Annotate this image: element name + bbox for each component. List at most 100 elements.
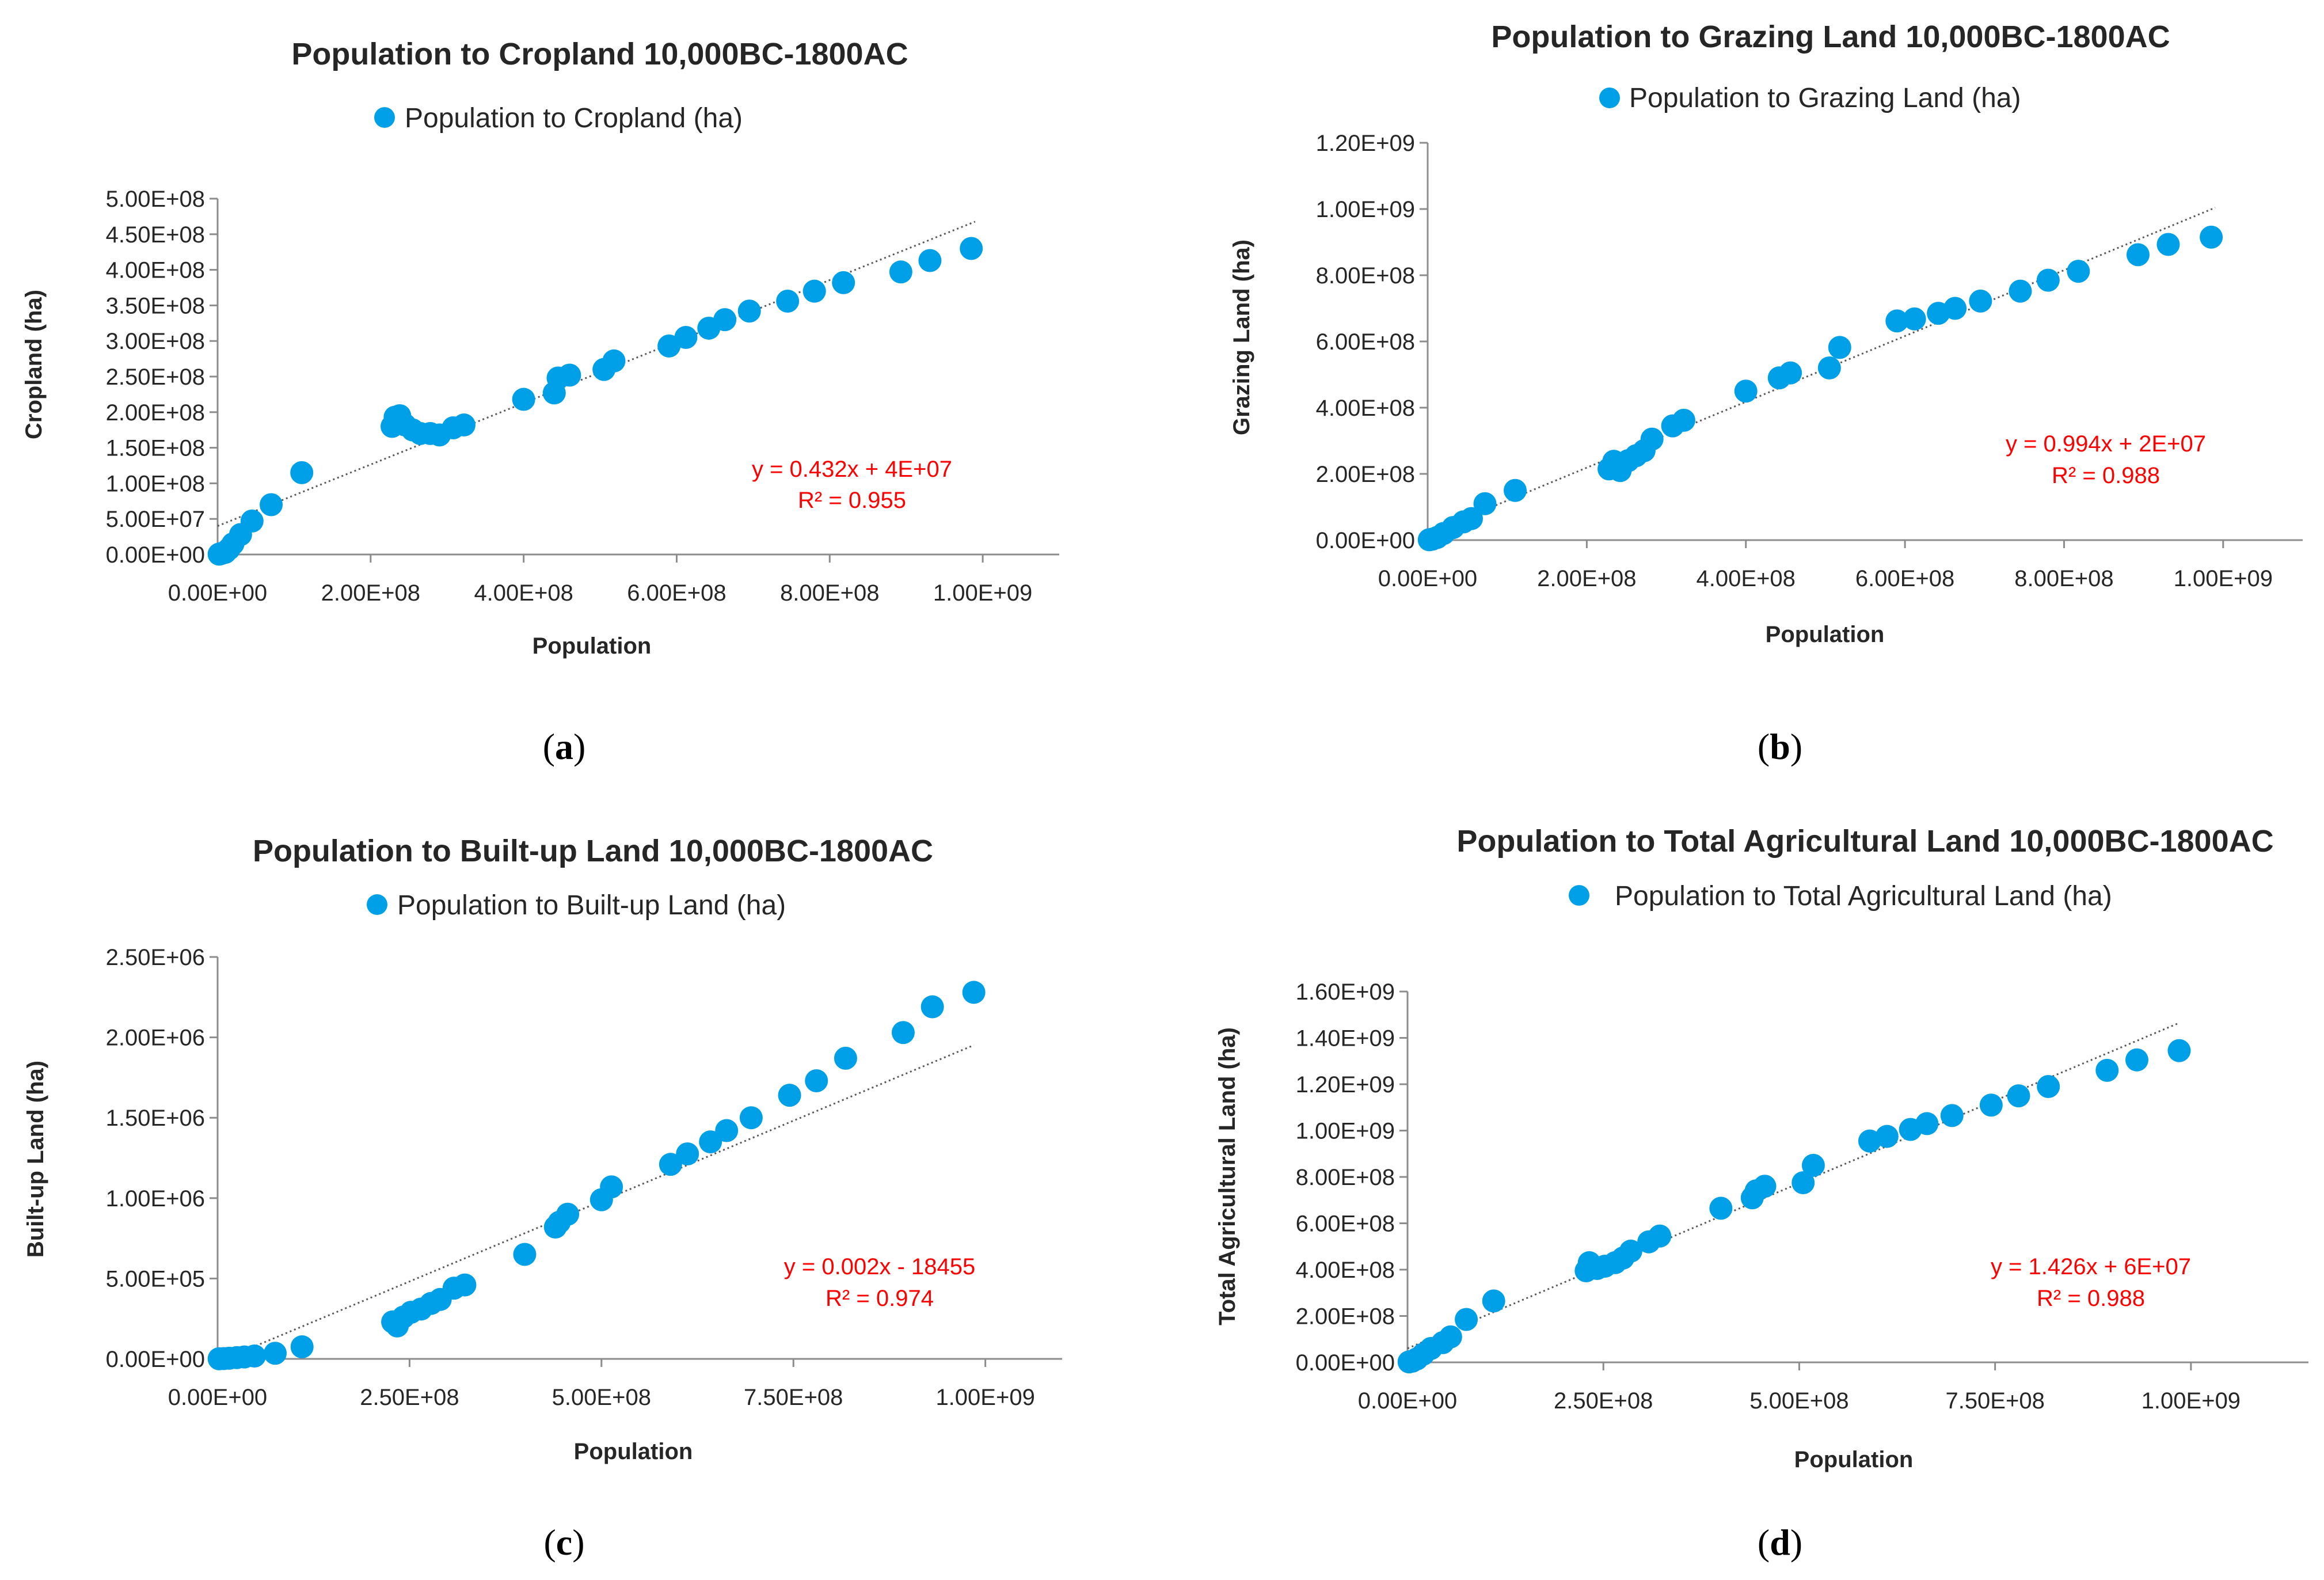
chart-a: Population to Cropland 10,000BC-1800AC P… [21, 37, 1059, 659]
y-tick-label: 2.50E+06 [106, 945, 205, 970]
panel-label-a: (a) [543, 726, 586, 767]
y-tick-label: 2.00E+08 [106, 400, 205, 426]
data-point [699, 1130, 722, 1154]
chart-title: Population to Built-up Land 10,000BC-180… [253, 834, 933, 868]
data-point [1801, 1153, 1825, 1177]
data-point [600, 1175, 623, 1199]
x-tick-label: 8.00E+08 [2014, 566, 2113, 591]
data-point [659, 1153, 682, 1176]
y-tick-label: 2.00E+06 [106, 1026, 205, 1051]
data-point [1943, 297, 1967, 320]
data-point [1648, 1224, 1672, 1248]
data-point [1828, 336, 1851, 359]
data-point [1455, 1308, 1478, 1331]
data-point [918, 249, 942, 272]
data-point [602, 349, 626, 373]
y-tick-label: 1.50E+08 [106, 436, 205, 461]
data-point [715, 1119, 739, 1142]
y-tick-label: 1.20E+09 [1316, 131, 1415, 156]
y-tick-label: 3.50E+08 [106, 293, 205, 318]
data-point [1439, 1325, 1462, 1349]
panel-label-d: (d) [1758, 1522, 1802, 1563]
y-tick-label: 0.00E+00 [1316, 528, 1415, 553]
data-point [452, 413, 476, 437]
data-point [1969, 289, 1992, 313]
data-point [1473, 492, 1497, 515]
data-point [1753, 1175, 1777, 1198]
data-point [1792, 1171, 1815, 1195]
y-axis-label: Cropland (ha) [21, 290, 47, 439]
data-point [889, 260, 912, 284]
data-point [1885, 309, 1909, 333]
chart-title: Population to Grazing Land 10,000BC-1800… [1491, 20, 2170, 54]
data-point [2036, 268, 2060, 292]
legend-label: Population to Grazing Land (ha) [1629, 83, 2021, 113]
x-tick-label: 4.00E+08 [474, 580, 573, 606]
data-point [2125, 1048, 2148, 1072]
data-point [290, 1335, 314, 1359]
x-tick-label: 2.50E+08 [1554, 1388, 1653, 1414]
y-tick-label: 8.00E+08 [1296, 1165, 1395, 1190]
x-tick-label: 6.00E+08 [1855, 566, 1954, 591]
legend-label: Population to Total Agricultural Land (h… [1615, 881, 2112, 911]
y-axis-label: Built-up Land (ha) [23, 1061, 48, 1258]
data-point [1915, 1112, 1939, 1135]
y-tick-label: 1.60E+09 [1296, 979, 1395, 1005]
data-point [1672, 408, 1695, 432]
trend-equation: y = 0.432x + 4E+07 [752, 457, 952, 482]
data-point [290, 461, 314, 484]
data-point [713, 308, 737, 332]
chart-title: Population to Cropland 10,000BC-1800AC [291, 37, 908, 71]
data-point [776, 289, 800, 313]
data-point [453, 1273, 477, 1297]
data-point [1940, 1104, 1964, 1127]
data-point [243, 1344, 267, 1368]
chart-title: Population to Total Agricultural Land 10… [1456, 824, 2273, 859]
y-tick-label: 4.00E+08 [106, 258, 205, 283]
x-tick-label: 8.00E+08 [780, 580, 879, 606]
data-point [2126, 243, 2150, 267]
y-tick-label: 0.00E+00 [1296, 1350, 1395, 1376]
legend-marker [374, 107, 395, 128]
data-point [921, 995, 944, 1019]
y-tick-label: 1.00E+08 [106, 471, 205, 496]
data-point [832, 271, 855, 294]
y-axis-label: Total Agricultural Land (ha) [1215, 1027, 1240, 1325]
r-squared: R² = 0.988 [2052, 463, 2160, 488]
trend-equation: y = 0.002x - 18455 [784, 1254, 975, 1279]
y-tick-label: 4.00E+08 [1296, 1258, 1395, 1283]
data-point [556, 1202, 580, 1226]
y-tick-label: 1.00E+09 [1316, 197, 1415, 222]
data-point [1460, 507, 1483, 530]
x-tick-label: 7.50E+08 [1945, 1388, 2044, 1414]
data-point [240, 509, 264, 533]
x-axis-label: Population [1794, 1447, 1914, 1472]
x-tick-label: 5.00E+08 [1749, 1388, 1848, 1414]
y-axis-label: Grazing Land (ha) [1229, 240, 1254, 435]
data-point [962, 981, 986, 1004]
y-tick-label: 5.00E+08 [106, 187, 205, 212]
trend-equation: y = 1.426x + 6E+07 [1991, 1254, 2191, 1279]
data-point [739, 1106, 763, 1130]
data-point [1858, 1129, 1881, 1153]
y-tick-label: 6.00E+08 [1296, 1211, 1395, 1237]
data-point [2009, 279, 2032, 303]
r-squared: R² = 0.955 [798, 488, 906, 513]
chart-c: Population to Built-up Land 10,000BC-180… [23, 834, 1062, 1464]
legend-marker [367, 894, 387, 915]
data-point [676, 1142, 699, 1166]
y-tick-label: 4.00E+08 [1316, 396, 1415, 421]
data-point [512, 388, 535, 411]
data-point [513, 1243, 537, 1266]
x-tick-label: 1.00E+09 [933, 580, 1032, 606]
r-squared: R² = 0.988 [2037, 1286, 2145, 1311]
y-tick-label: 1.00E+06 [106, 1186, 205, 1211]
data-point [1619, 1239, 1642, 1263]
y-tick-label: 2.50E+08 [106, 364, 205, 390]
data-point [834, 1046, 857, 1070]
y-tick-label: 1.40E+09 [1296, 1026, 1395, 1051]
x-tick-label: 4.00E+08 [1697, 566, 1796, 591]
x-axis-label: Population [532, 633, 652, 659]
x-tick-label: 2.00E+08 [321, 580, 420, 606]
